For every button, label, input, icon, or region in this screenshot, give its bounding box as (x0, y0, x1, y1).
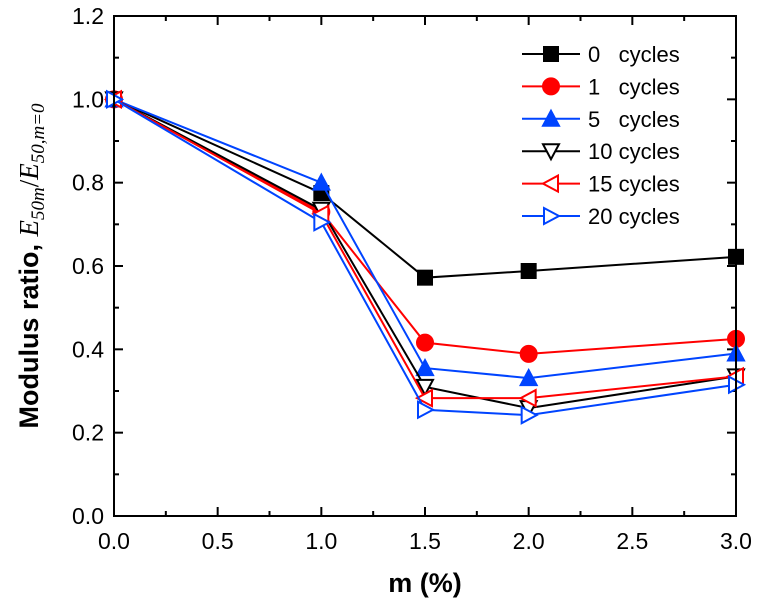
legend-label: 15 cycles (588, 172, 680, 197)
data-point (519, 344, 538, 363)
y-tick-label: 1.2 (72, 3, 104, 29)
y-label-e2: E (14, 163, 44, 181)
data-point (415, 357, 435, 377)
x-tick-label: 2.0 (513, 528, 545, 554)
x-tick-label: 0.0 (98, 528, 130, 554)
legend-item: 0 cycles (522, 42, 680, 67)
y-label-slash: / (14, 179, 44, 187)
y-tick-label: 0.6 (72, 253, 104, 279)
y-label-sub1: 50m (28, 187, 49, 220)
data-point (313, 212, 332, 232)
legend-marker (541, 108, 561, 127)
x-tick-label: 1.0 (305, 528, 337, 554)
legend-marker (540, 173, 559, 194)
x-tick-label: 3.0 (720, 528, 752, 554)
legend-label: 5 cycles (588, 107, 680, 132)
data-point (414, 388, 433, 408)
legend-label: 0 cycles (588, 42, 680, 67)
data-point (311, 172, 332, 191)
legend: 0 cycles 1 cycles 5 cycles 10 cycles 15 cycl… (522, 42, 680, 229)
y-tick-label: 0.4 (72, 336, 104, 362)
x-tick-label: 0.5 (202, 528, 234, 554)
y-tick-label: 0.2 (72, 420, 104, 446)
series-2 (104, 89, 746, 387)
legend-item: 1 cycles (522, 74, 680, 99)
data-point (519, 367, 539, 387)
legend-item: 20 cycles (522, 204, 680, 229)
legend-label: 1 cycles (588, 74, 680, 99)
data-point (520, 405, 539, 425)
plot-frame (113, 15, 737, 517)
x-tick-label: 1.5 (409, 528, 441, 554)
y-tick-label: 0.0 (72, 503, 104, 529)
legend-marker (543, 206, 562, 226)
legend-marker (542, 77, 560, 96)
data-point (518, 388, 537, 408)
legend-marker (541, 143, 561, 162)
y-tick-label: 0.8 (72, 170, 104, 196)
y-label-sub2: 50,m=0 (28, 103, 49, 163)
legend-label: 20 cycles (588, 204, 680, 229)
series-0 (106, 91, 744, 286)
legend-item: 15 cycles (522, 172, 680, 197)
legend-marker (543, 46, 559, 62)
x-axis-label: m (%) (388, 568, 462, 598)
x-tick-label: 2.5 (616, 528, 648, 554)
legend-item: 10 cycles (522, 139, 680, 164)
data-point (417, 269, 433, 286)
legend-item: 5 cycles (522, 107, 680, 132)
data-point (417, 400, 436, 420)
y-tick-label: 1.0 (72, 86, 104, 112)
y-axis-label: Modulus ratio, E50m/E50,m=0 (14, 103, 49, 429)
y-label-e1: E (14, 220, 44, 238)
legend-label: 10 cycles (588, 139, 680, 164)
data-point (520, 263, 537, 279)
y-axis-label-prefix: Modulus ratio, (14, 244, 44, 429)
data-point (416, 333, 434, 352)
data-point (415, 378, 435, 397)
